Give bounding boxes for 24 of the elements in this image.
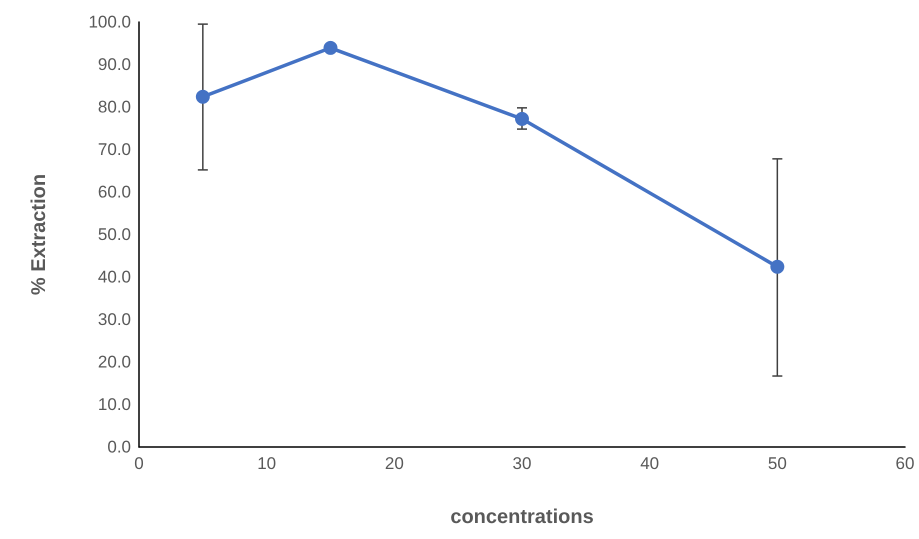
y-tick-label: 20.0: [98, 352, 131, 372]
x-tick-label: 30: [512, 454, 532, 473]
x-tick-label: 20: [384, 454, 404, 473]
point: [196, 90, 210, 104]
point: [770, 260, 784, 274]
x-tick-label: 0: [134, 454, 144, 473]
x-tick-label: 40: [640, 454, 660, 473]
y-axis-title: % Extraction: [28, 174, 50, 296]
y-tick-label: 0.0: [107, 438, 131, 456]
y-tick-label: 100.0: [88, 12, 131, 32]
x-tick-label: 50: [768, 454, 787, 473]
x-axis-title: concentrations: [450, 506, 594, 528]
x-tick-label: 10: [257, 454, 276, 473]
point: [515, 112, 529, 126]
x-tick-label: 60: [896, 454, 914, 473]
y-tick-label: 30.0: [98, 310, 131, 329]
y-tick-label: 10.0: [98, 395, 131, 414]
y-tick-label: 90.0: [98, 55, 131, 74]
y-tick-label: 40.0: [98, 268, 131, 286]
y-tick-label: 70.0: [98, 140, 131, 159]
y-tick-label: 80.0: [98, 98, 131, 116]
y-tick-label: 60.0: [98, 182, 131, 202]
point: [324, 40, 338, 55]
y-tick-label: 50.0: [98, 225, 131, 244]
